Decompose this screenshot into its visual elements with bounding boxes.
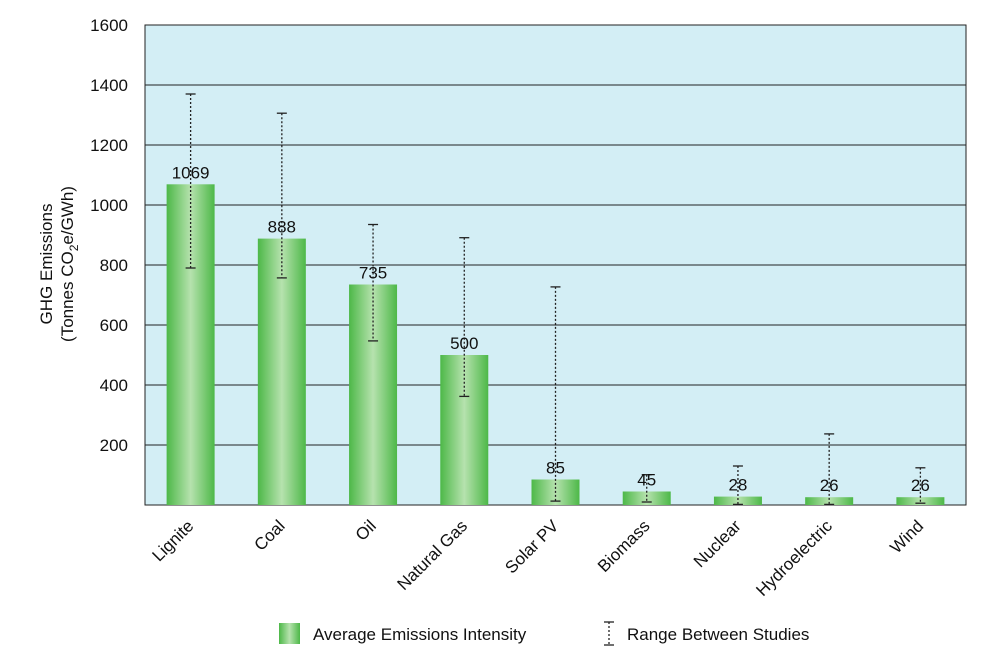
- y-axis-title-unit-subscript: 2: [67, 244, 81, 251]
- y-tick-label-1200: 1200: [90, 136, 128, 155]
- category-label-nuclear: Nuclear: [690, 516, 745, 571]
- range-nuclear: [732, 465, 743, 506]
- category-label-lignite: Lignite: [149, 516, 198, 565]
- category-label-coal: Coal: [251, 516, 289, 554]
- bar-natural-gas: [440, 355, 489, 505]
- bars: [166, 184, 945, 506]
- legend-label-range: Range Between Studies: [627, 625, 809, 644]
- y-tick-label-200: 200: [100, 436, 128, 455]
- y-axis-title-line2: (Tonnes CO2e/GWh): [58, 186, 81, 342]
- y-tick-label-600: 600: [100, 316, 128, 335]
- bar-coal: [257, 238, 306, 505]
- legend-label-average: Average Emissions Intensity: [313, 625, 527, 644]
- range-wind: [915, 467, 926, 504]
- range-coal: [276, 112, 287, 279]
- y-tick-label-1600: 1600: [90, 16, 128, 35]
- data-label-coal: 888: [268, 218, 296, 237]
- data-label-nuclear: 28: [728, 476, 747, 495]
- y-tick-label-800: 800: [100, 256, 128, 275]
- y-axis-title-line1: GHG Emissions: [37, 204, 56, 325]
- data-label-lignite: 1069: [172, 163, 210, 182]
- range-whiskers: [185, 93, 926, 506]
- y-tick-labels: 200 400 600 800 1000 1200 1400 1600: [90, 16, 128, 455]
- legend: Average Emissions Intensity Range Betwee…: [279, 621, 809, 646]
- y-tick-label-1400: 1400: [90, 76, 128, 95]
- data-labels: 1069 888 735 500 85 45 28 26 26: [172, 163, 930, 495]
- y-tick-label-1000: 1000: [90, 196, 128, 215]
- y-axis-title-unit-prefix: (Tonnes CO: [58, 251, 77, 342]
- data-label-solar-pv: 85: [546, 459, 565, 478]
- legend-range-icon: [604, 621, 614, 646]
- data-label-hydroelectric: 26: [820, 476, 839, 495]
- range-natural-gas: [459, 237, 470, 398]
- category-label-oil: Oil: [352, 516, 380, 544]
- bar-biomass: [622, 491, 671, 505]
- range-biomass: [641, 474, 652, 503]
- range-solar-pv: [550, 286, 561, 502]
- data-label-natural-gas: 500: [450, 334, 478, 353]
- category-label-solar-pv: Solar PV: [501, 516, 562, 577]
- category-label-wind: Wind: [886, 516, 927, 557]
- category-label-hydroelectric: Hydroelectric: [752, 516, 836, 600]
- category-labels: Lignite Coal Oil Natural Gas Solar PV Biomass…: [149, 516, 928, 600]
- bar-hydroelectric: [805, 497, 854, 505]
- bar-lignite: [166, 184, 215, 506]
- range-oil: [368, 223, 379, 342]
- category-label-biomass: Biomass: [594, 516, 654, 576]
- bar-nuclear: [713, 496, 762, 505]
- data-label-biomass: 45: [637, 471, 656, 490]
- y-tick-label-400: 400: [100, 376, 128, 395]
- range-lignite: [185, 93, 196, 269]
- range-hydroelectric: [824, 433, 835, 506]
- category-label-natural-gas: Natural Gas: [394, 516, 472, 594]
- legend-bar-swatch: [279, 623, 300, 644]
- data-label-oil: 735: [359, 264, 387, 283]
- data-label-wind: 26: [911, 476, 930, 495]
- y-axis-title-unit-suffix: e/GWh): [58, 186, 77, 245]
